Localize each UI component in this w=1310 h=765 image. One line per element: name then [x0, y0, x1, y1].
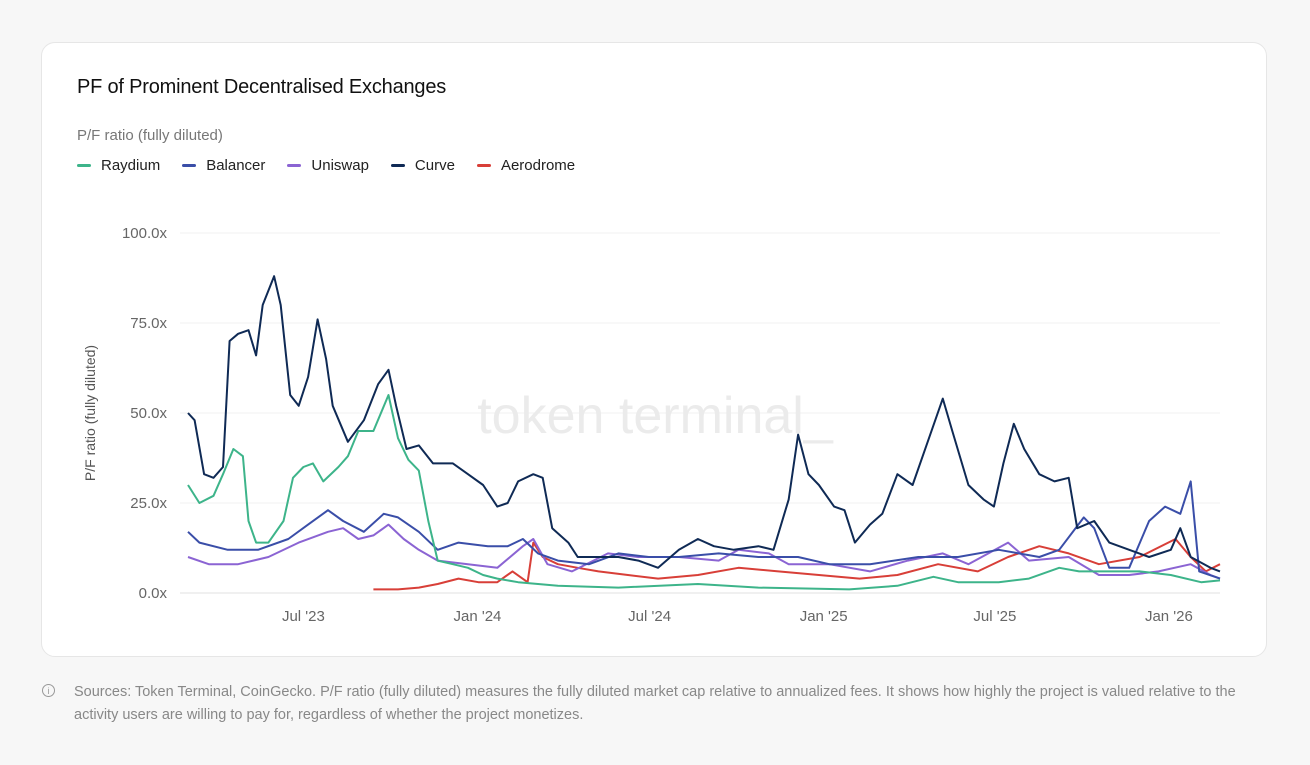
legend-item-aerodrome[interactable]: Aerodrome [476, 157, 576, 174]
x-tick-label: Jul '24 [628, 608, 671, 625]
legend-label: Curve [414, 157, 455, 174]
x-tick-label: Jan '25 [800, 608, 848, 625]
y-tick-label: 25.0x [130, 495, 167, 512]
x-tick-label: Jul '25 [973, 608, 1016, 625]
y-tick-label: 0.0x [139, 585, 168, 602]
legend-swatch [287, 164, 302, 167]
legend-item-balancer[interactable]: Balancer [182, 157, 265, 174]
x-tick-label: Jan '26 [1145, 608, 1193, 625]
legend-swatch [390, 164, 405, 167]
legend-label: Aerodrome [500, 157, 576, 174]
x-tick-label: Jul '23 [282, 608, 325, 625]
legend-label: Uniswap [311, 157, 369, 174]
series-line-curve[interactable] [187, 275, 1221, 573]
x-tick-label: Jan '24 [453, 608, 501, 625]
series-line-uniswap[interactable] [187, 523, 1221, 580]
info-icon: i [42, 684, 55, 697]
y-axis-title: P/F ratio (fully diluted) [82, 344, 98, 482]
legend-label: Raydium [101, 157, 161, 174]
series-line-balancer[interactable] [187, 480, 1221, 580]
legend: Raydium Balancer Uniswap Curve Aerodrome [77, 157, 575, 174]
legend-item-uniswap[interactable]: Uniswap [287, 157, 369, 174]
y-tick-label: 100.0x [122, 225, 168, 242]
y-tick-label: 75.0x [130, 315, 167, 332]
legend-item-raydium[interactable]: Raydium [77, 157, 160, 174]
y-tick-label: 50.0x [130, 405, 167, 422]
series-line-raydium[interactable] [187, 394, 1221, 591]
legend-swatch [182, 164, 197, 167]
legend-swatch [77, 164, 91, 167]
legend-item-curve[interactable]: Curve [390, 157, 455, 174]
legend-label: Balancer [206, 157, 266, 174]
watermark: token terminal_ [477, 387, 834, 445]
chart-subtitle: P/F ratio (fully diluted) [77, 127, 223, 144]
legend-swatch [476, 164, 491, 167]
chart-title: PF of Prominent Decentralised Exchanges [77, 76, 447, 98]
footer-note: Sources: Token Terminal, CoinGecko. P/F … [74, 684, 1236, 723]
series-line-aerodrome[interactable] [373, 538, 1221, 591]
chart-card [41, 42, 1267, 657]
